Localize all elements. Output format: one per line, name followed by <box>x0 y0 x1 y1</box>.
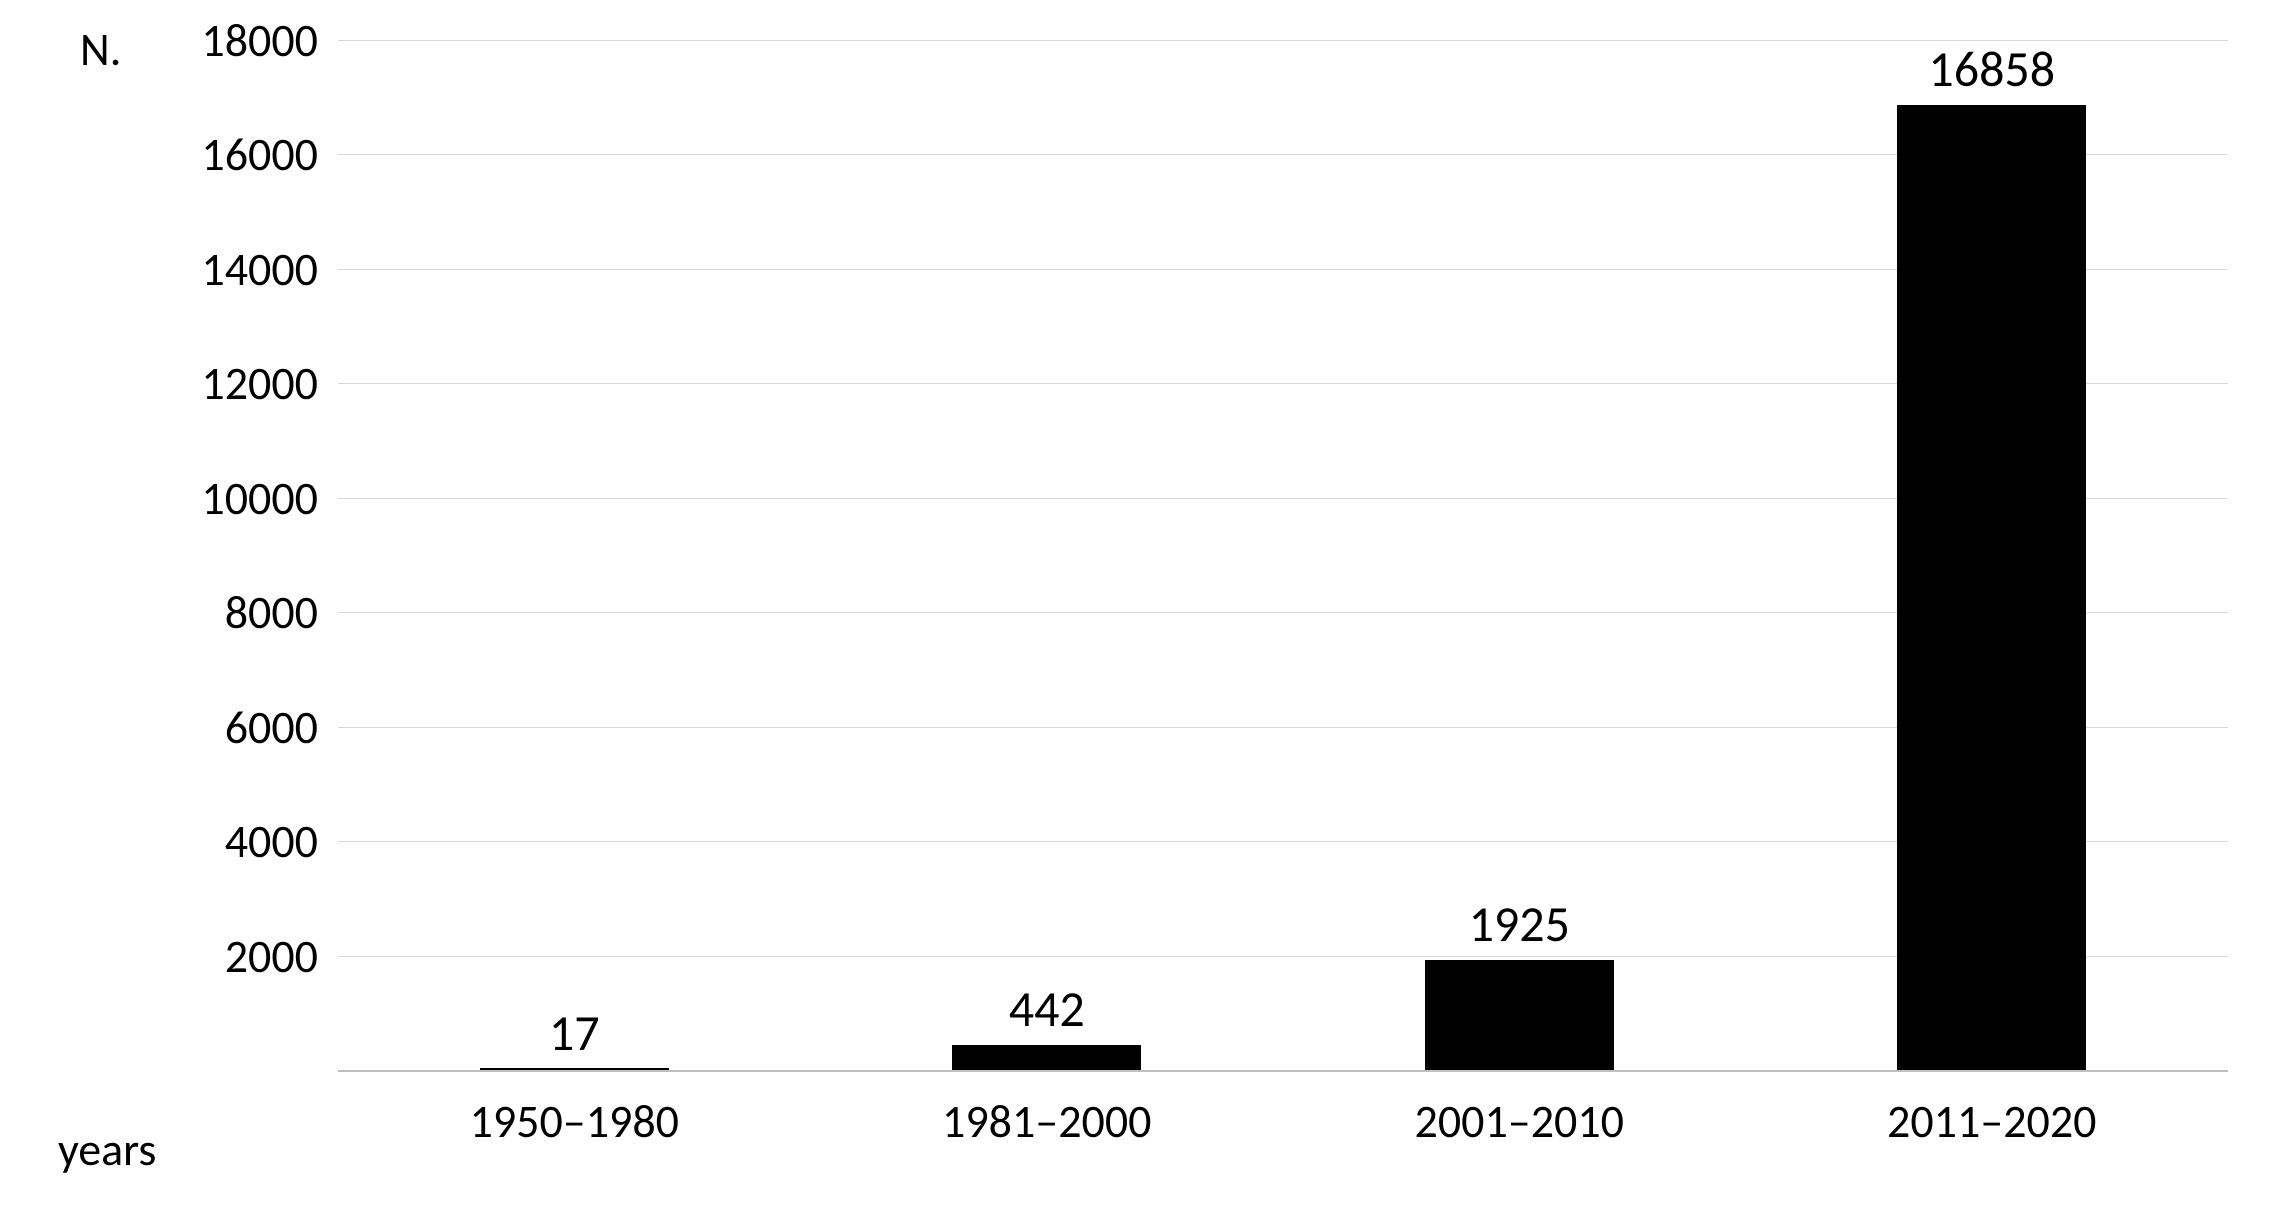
bar <box>480 1068 669 1070</box>
y-tick-label: 4000 <box>158 814 318 870</box>
bar-value-label: 16858 <box>1842 39 2142 100</box>
y-tick-label: 12000 <box>158 356 318 412</box>
bar <box>952 1045 1141 1070</box>
x-tick-label: 1950–1980 <box>394 1094 754 1150</box>
bar-value-label: 17 <box>424 1003 724 1064</box>
y-tick-label: 16000 <box>158 127 318 183</box>
bar <box>1897 105 2086 1070</box>
y-tick-label: 6000 <box>158 700 318 756</box>
x-tick-label: 2011–2020 <box>1812 1094 2172 1150</box>
bar-value-label: 1925 <box>1369 894 1669 955</box>
bar-value-label: 442 <box>897 979 1197 1040</box>
x-axis-title: years <box>58 1122 156 1178</box>
y-tick-label: 18000 <box>158 13 318 69</box>
y-axis-title: N. <box>80 22 121 78</box>
bar-chart: N. years 2000 4000 6000 8000 10000 12000 14000… <box>0 0 2283 1205</box>
y-tick-label: 8000 <box>158 585 318 641</box>
x-tick-label: 1981–2000 <box>867 1094 1227 1150</box>
bar <box>1425 960 1614 1070</box>
gridline <box>338 1070 2228 1072</box>
plot-area <box>338 40 2228 1070</box>
y-tick-label: 2000 <box>158 929 318 985</box>
x-tick-label: 2001–2010 <box>1339 1094 1699 1150</box>
y-tick-label: 14000 <box>158 242 318 298</box>
y-tick-label: 10000 <box>158 471 318 527</box>
